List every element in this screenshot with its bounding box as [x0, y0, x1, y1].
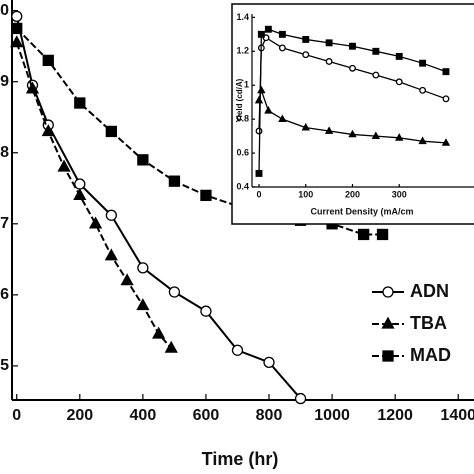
- y-tick-label: 0: [0, 2, 9, 19]
- x-tick-label: 0: [12, 407, 21, 424]
- marker: [349, 42, 356, 50]
- marker: [137, 262, 149, 274]
- x-tick-label: 300: [392, 189, 407, 199]
- marker: [302, 35, 310, 43]
- marker: [264, 105, 273, 114]
- marker: [105, 209, 117, 221]
- y-tick-label: 1.2: [236, 46, 249, 56]
- marker: [120, 273, 134, 286]
- marker: [11, 22, 23, 35]
- marker: [231, 344, 244, 356]
- y-tick-label: 6: [0, 286, 9, 303]
- y-tick-label: 9: [0, 73, 9, 90]
- marker: [418, 136, 427, 145]
- x-tick-label: 600: [193, 407, 220, 424]
- y-tick-label: 0.6: [236, 147, 249, 157]
- marker: [441, 138, 451, 146]
- marker: [325, 39, 333, 47]
- x-tick-label: 800: [256, 407, 283, 424]
- x-axis-label: Time (hr): [202, 449, 279, 469]
- marker: [372, 47, 380, 55]
- marker: [301, 122, 310, 131]
- marker: [419, 86, 427, 94]
- marker: [105, 125, 117, 138]
- marker: [164, 340, 178, 353]
- legend-label: MAD: [410, 345, 451, 365]
- marker: [348, 129, 357, 138]
- marker: [357, 228, 370, 241]
- marker: [442, 95, 450, 103]
- marker: [395, 133, 404, 141]
- marker: [257, 30, 265, 38]
- marker: [255, 127, 263, 135]
- series-line: [15, 42, 173, 349]
- x-tick-label: 100: [298, 189, 313, 199]
- legend-marker: [382, 286, 394, 298]
- legend-marker: [381, 316, 395, 329]
- marker: [73, 188, 87, 201]
- marker: [74, 178, 86, 190]
- x-axis-label: Current Density (mA/cm: [310, 206, 413, 216]
- legend-label: TBA: [410, 313, 447, 333]
- y-tick-label: 0.4: [236, 181, 249, 191]
- marker: [324, 126, 334, 134]
- marker: [74, 97, 86, 109]
- y-tick-label: 0.8: [236, 114, 249, 124]
- marker: [419, 59, 427, 67]
- x-tick-label: 200: [66, 407, 93, 424]
- marker: [25, 81, 40, 94]
- marker: [372, 71, 380, 79]
- marker: [200, 189, 212, 202]
- y-axis-label: Yield (cd/A): [235, 78, 244, 122]
- marker: [376, 228, 389, 241]
- marker: [371, 131, 381, 140]
- x-tick-label: 1200: [377, 407, 413, 424]
- y-tick-label: 1: [244, 80, 249, 90]
- marker: [263, 356, 275, 368]
- marker: [88, 216, 103, 229]
- marker: [264, 25, 272, 33]
- legend-label: ADN: [410, 281, 449, 301]
- marker: [136, 298, 150, 311]
- marker: [200, 305, 212, 317]
- marker: [168, 286, 181, 298]
- marker: [168, 175, 181, 187]
- y-tick-label: 7: [0, 215, 9, 232]
- y-tick-label: 5: [0, 357, 9, 374]
- marker: [294, 392, 307, 405]
- marker: [137, 154, 149, 166]
- marker: [255, 169, 263, 177]
- y-tick-label: 1.4: [236, 12, 249, 22]
- y-tick-label: 8: [0, 144, 9, 161]
- marker: [278, 44, 286, 52]
- marker: [41, 124, 55, 137]
- marker: [57, 159, 71, 172]
- marker: [278, 114, 287, 123]
- marker: [152, 326, 166, 339]
- marker: [442, 68, 450, 76]
- marker: [42, 54, 54, 67]
- marker: [395, 52, 403, 60]
- marker: [278, 30, 286, 38]
- marker: [349, 64, 356, 72]
- marker: [395, 78, 403, 86]
- x-tick-label: 200: [345, 189, 360, 199]
- x-tick-label: 1400: [440, 407, 474, 424]
- marker: [11, 10, 23, 22]
- x-tick-label: 400: [130, 407, 157, 424]
- x-tick-label: 0: [257, 189, 262, 199]
- x-tick-label: 1000: [314, 407, 350, 424]
- marker: [325, 58, 333, 65]
- legend-marker: [382, 350, 394, 362]
- marker: [104, 248, 118, 261]
- marker: [302, 51, 310, 59]
- marker: [10, 35, 24, 48]
